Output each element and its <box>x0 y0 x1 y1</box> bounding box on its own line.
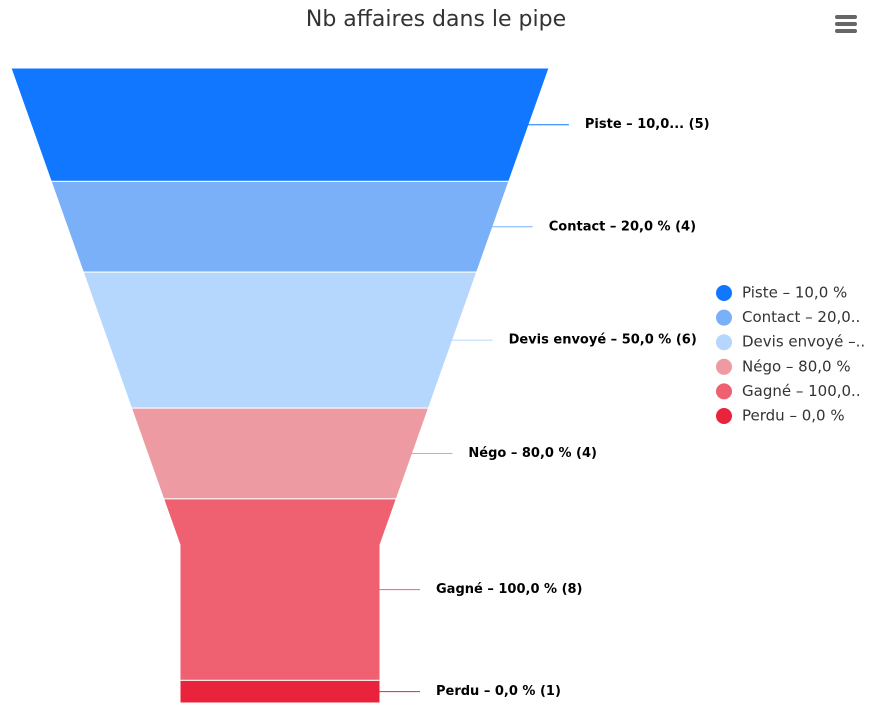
legend-marker <box>716 383 732 400</box>
legend-label[interactable]: Gagné – 100,0.. <box>742 382 861 400</box>
legend-label[interactable]: Négo – 80,0 % <box>742 357 851 375</box>
legend-label[interactable]: Devis envoyé –.. <box>742 333 865 351</box>
menu-bar <box>835 29 857 33</box>
data-label: Perdu – 0,0 % (1) <box>436 684 561 699</box>
funnel-segment[interactable] <box>10 67 550 182</box>
funnel-segment[interactable] <box>179 679 381 704</box>
menu-bar <box>835 22 857 26</box>
legend-marker <box>716 334 732 351</box>
legend-label[interactable]: Piste – 10,0 % <box>742 284 847 302</box>
funnel-segment[interactable] <box>50 180 510 273</box>
legend-marker <box>716 309 732 326</box>
menu-button[interactable] <box>835 15 857 33</box>
data-label: Négo – 80,0 % (4) <box>468 446 597 461</box>
data-label: Devis envoyé – 50,0 % (6) <box>509 333 697 348</box>
legend-marker <box>716 358 732 375</box>
menu-bar <box>835 15 857 19</box>
chart-title: Nb affaires dans le pipe <box>306 7 566 32</box>
legend-marker <box>716 285 732 301</box>
legend-marker <box>716 408 732 424</box>
data-label: Piste – 10,0... (5) <box>585 117 710 132</box>
funnel-segment[interactable] <box>82 271 478 409</box>
legend-label[interactable]: Contact – 20,0.. <box>742 308 860 326</box>
funnel-segment[interactable] <box>130 407 430 500</box>
data-label: Gagné – 100,0 % (8) <box>436 582 583 597</box>
funnel-segment[interactable] <box>162 498 398 681</box>
legend-label[interactable]: Perdu – 0,0 % <box>742 407 845 425</box>
data-label: Contact – 20,0 % (4) <box>549 219 696 234</box>
